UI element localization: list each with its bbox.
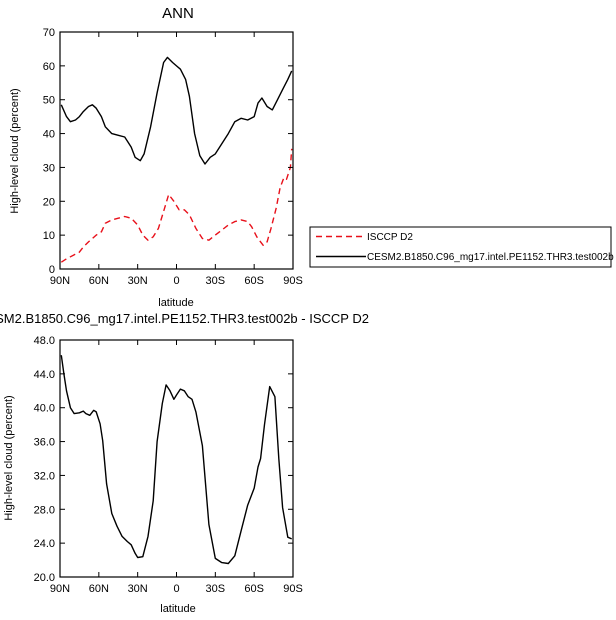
x-tick-label: 0	[173, 275, 179, 287]
x-tick-label: 60S	[244, 275, 264, 287]
top-chart-title: ANN	[162, 5, 194, 22]
x-tick-label: 90S	[283, 583, 303, 595]
y-tick-label: 70	[43, 27, 55, 39]
top-y-ticks: 0 10 20 30 40 50 60 70	[43, 27, 293, 276]
x-tick-label: 90S	[283, 275, 303, 287]
bottom-chart-title: CESM2.B1850.C96_mg17.intel.PE1152.THR3.t…	[0, 311, 369, 326]
y-tick-label: 44.0	[34, 369, 55, 381]
y-tick-label: 36.0	[34, 437, 55, 449]
top-y-axis-label: High-level cloud (percent)	[9, 88, 21, 213]
y-tick-label: 10	[43, 230, 55, 242]
x-tick-label: 30N	[128, 583, 148, 595]
y-tick-label: 0	[49, 264, 55, 276]
bottom-y-ticks: 20.0 24.0 28.0 32.0 36.0 40.0 44.0 48.0	[34, 335, 293, 584]
y-tick-label: 20	[43, 196, 55, 208]
legend-label-isccp: ISCCP D2	[367, 232, 413, 243]
bottom-panel: CESM2.B1850.C96_mg17.intel.PE1152.THR3.t…	[0, 311, 369, 615]
series-line-0	[60, 355, 292, 565]
legend-label-cesm: CESM2.B1850.C96_mg17.intel.PE1152.THR3.t…	[367, 252, 614, 263]
bottom-x-ticks: 90N 60N 30N 0 30S 60S 90S	[50, 340, 303, 595]
x-tick-label: 90N	[50, 275, 70, 287]
x-tick-label: 60N	[89, 583, 109, 595]
x-tick-label: 60S	[244, 583, 264, 595]
top-panel: ANN High-level cloud (percent) latitude …	[9, 5, 303, 309]
legend: ISCCP D2 CESM2.B1850.C96_mg17.intel.PE11…	[309, 226, 614, 268]
y-tick-label: 24.0	[34, 538, 55, 550]
y-tick-label: 30	[43, 162, 55, 174]
x-tick-label: 30S	[206, 275, 226, 287]
y-tick-label: 40	[43, 129, 55, 141]
y-tick-label: 50	[43, 95, 55, 107]
y-tick-label: 48.0	[34, 335, 55, 347]
y-tick-label: 28.0	[34, 504, 55, 516]
series-line-0	[60, 148, 293, 263]
y-tick-label: 32.0	[34, 470, 55, 482]
top-series-group	[60, 56, 293, 263]
x-tick-label: 0	[173, 583, 179, 595]
legend-box	[309, 226, 612, 268]
bottom-x-axis-label: latitude	[160, 603, 195, 615]
x-tick-label: 60N	[89, 275, 109, 287]
y-tick-label: 40.0	[34, 403, 55, 415]
top-x-axis-label: latitude	[158, 297, 193, 309]
x-tick-label: 30N	[128, 275, 148, 287]
top-plot-frame	[59, 31, 294, 270]
series-line-1	[60, 56, 293, 165]
top-x-ticks: 90N 60N 30N 0 30S 60S 90S	[50, 32, 303, 287]
bottom-y-axis-label: High-level cloud (percent)	[3, 395, 15, 520]
x-tick-label: 30S	[206, 583, 226, 595]
y-tick-label: 60	[43, 61, 55, 73]
bottom-series-group	[60, 355, 292, 565]
bottom-plot-frame	[59, 339, 294, 578]
y-tick-label: 20.0	[34, 572, 55, 584]
x-tick-label: 90N	[50, 583, 70, 595]
